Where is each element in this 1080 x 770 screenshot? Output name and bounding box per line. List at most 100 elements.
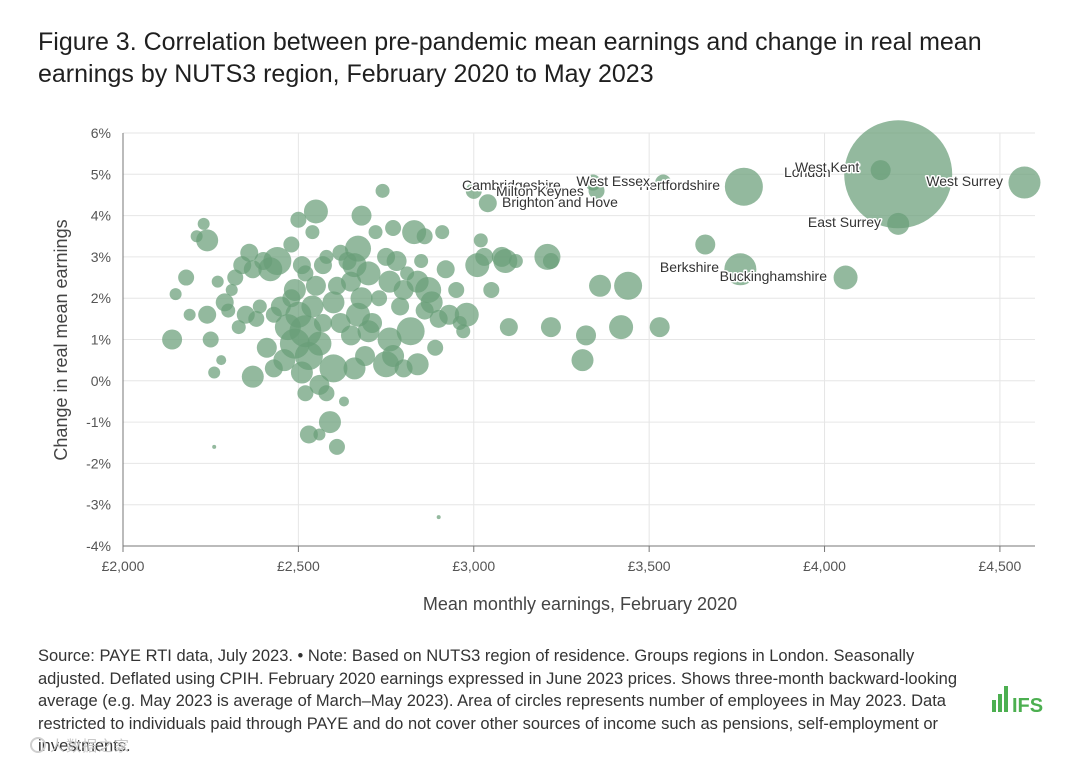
logo-text: IFS: [1012, 695, 1043, 716]
region-point[interactable]: [386, 251, 407, 272]
region-point[interactable]: [614, 271, 643, 300]
region-point[interactable]: [454, 302, 479, 327]
region-point[interactable]: [473, 233, 488, 248]
region-point[interactable]: [305, 225, 320, 240]
region-point[interactable]: [202, 331, 219, 348]
region-point[interactable]: [240, 243, 259, 262]
region-point[interactable]: [318, 411, 341, 434]
region-point[interactable]: [313, 428, 326, 441]
region-point[interactable]: [341, 325, 361, 346]
region-point[interactable]: [391, 297, 410, 316]
region-point-west-essex[interactable]: [655, 174, 672, 191]
region-point[interactable]: [338, 396, 349, 407]
region-point[interactable]: [297, 385, 314, 402]
region-point[interactable]: [196, 229, 219, 252]
y-tick-label: 4%: [91, 208, 111, 224]
region-point[interactable]: [609, 315, 634, 340]
region-point[interactable]: [351, 205, 372, 226]
region-point[interactable]: [448, 281, 465, 298]
region-point[interactable]: [322, 291, 345, 314]
gridlines: [122, 132, 1035, 552]
region-point[interactable]: [385, 219, 402, 236]
region-point[interactable]: [319, 354, 348, 383]
region-point[interactable]: [241, 365, 264, 388]
region-point[interactable]: [649, 317, 670, 338]
region-point[interactable]: [483, 281, 500, 298]
region-point[interactable]: [508, 254, 523, 269]
region-point[interactable]: [328, 438, 345, 455]
region-point[interactable]: [313, 313, 332, 332]
region-point[interactable]: [290, 211, 307, 228]
region-point[interactable]: [169, 288, 182, 301]
region-point-london[interactable]: [844, 120, 953, 229]
region-point[interactable]: [499, 318, 518, 337]
region-point[interactable]: [319, 249, 334, 264]
region-point[interactable]: [695, 234, 716, 255]
region-point[interactable]: [396, 317, 425, 346]
region-point[interactable]: [350, 287, 373, 310]
region-point-berkshire[interactable]: [724, 253, 757, 286]
region-point[interactable]: [416, 228, 433, 245]
region-point[interactable]: [318, 385, 335, 402]
region-point[interactable]: [435, 225, 450, 240]
region-point[interactable]: [362, 312, 383, 333]
region-point[interactable]: [305, 275, 326, 296]
region-point-west-surrey[interactable]: [1008, 166, 1041, 199]
region-point[interactable]: [576, 325, 597, 346]
region-point[interactable]: [345, 235, 372, 262]
region-point[interactable]: [540, 317, 561, 338]
region-point[interactable]: [178, 269, 195, 286]
point-label-london: London: [784, 164, 831, 180]
region-point[interactable]: [208, 366, 221, 379]
x-axis-label: Mean monthly earnings, February 2020: [423, 594, 737, 614]
region-point[interactable]: [368, 225, 383, 240]
region-point[interactable]: [375, 183, 390, 198]
region-point[interactable]: [475, 247, 494, 266]
region-point-east-surrey[interactable]: [887, 212, 910, 235]
region-point[interactable]: [216, 355, 227, 366]
region-point[interactable]: [256, 337, 277, 358]
region-point[interactable]: [427, 339, 444, 356]
region-point[interactable]: [263, 247, 292, 276]
region-point-buckinghamshire[interactable]: [833, 265, 858, 290]
region-point[interactable]: [248, 310, 265, 327]
region-point[interactable]: [231, 320, 246, 335]
region-point[interactable]: [571, 349, 594, 372]
region-point[interactable]: [406, 353, 429, 376]
region-point[interactable]: [465, 182, 482, 199]
region-point[interactable]: [356, 261, 381, 286]
region-point[interactable]: [589, 274, 612, 297]
region-point[interactable]: [183, 308, 196, 321]
watermark-icon: [30, 737, 46, 753]
region-point[interactable]: [436, 515, 441, 520]
region-point[interactable]: [221, 303, 236, 318]
region-point-brighton-and-hove[interactable]: [478, 194, 497, 213]
region-point[interactable]: [162, 329, 183, 350]
region-point[interactable]: [252, 299, 267, 314]
region-point[interactable]: [301, 295, 324, 318]
region-point[interactable]: [283, 236, 300, 253]
region-point[interactable]: [197, 217, 210, 230]
region-point[interactable]: [297, 265, 314, 282]
region-point[interactable]: [198, 305, 217, 324]
region-point[interactable]: [299, 425, 318, 444]
region-point[interactable]: [456, 324, 471, 339]
y-tick-label: 5%: [91, 166, 111, 182]
region-point-west-kent[interactable]: [870, 160, 891, 181]
region-point[interactable]: [225, 283, 238, 296]
region-point[interactable]: [414, 254, 429, 269]
region-point[interactable]: [303, 199, 328, 224]
region-point[interactable]: [307, 331, 332, 356]
region-point[interactable]: [542, 253, 559, 270]
region-point[interactable]: [283, 278, 306, 301]
region-point[interactable]: [212, 444, 217, 449]
region-point-milton-keynes[interactable]: [588, 182, 605, 199]
region-point[interactable]: [420, 291, 443, 314]
region-point[interactable]: [211, 275, 224, 288]
region-point[interactable]: [436, 260, 455, 279]
x-tick-label: £3,500: [628, 558, 671, 574]
region-point-hertfordshire[interactable]: [724, 167, 763, 206]
region-point[interactable]: [371, 290, 388, 307]
region-point[interactable]: [493, 249, 518, 274]
region-point[interactable]: [355, 346, 376, 367]
